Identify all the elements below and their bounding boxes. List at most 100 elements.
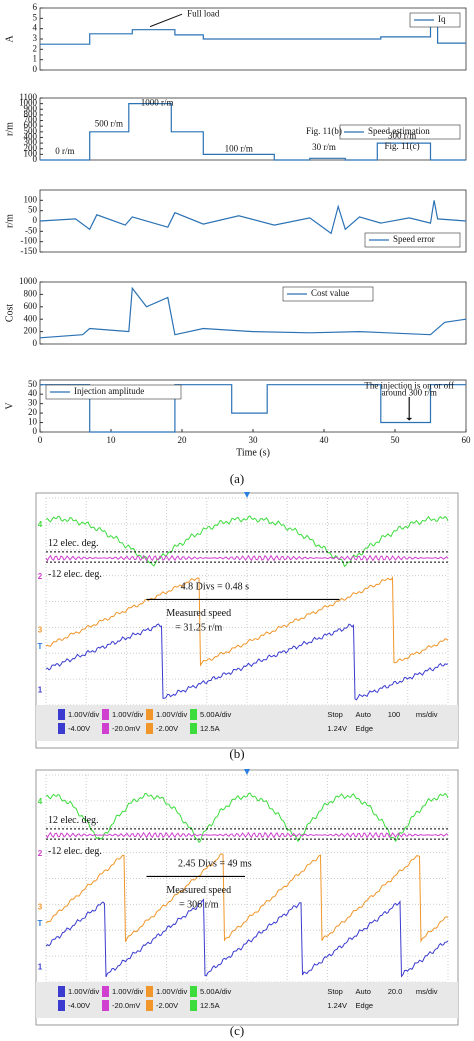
- run-status: 1.24V: [327, 1001, 347, 1010]
- run-status: Edge: [356, 724, 374, 733]
- channel-marker: 2: [38, 849, 43, 858]
- channel-chip: [58, 723, 65, 734]
- data-line: [39, 286, 467, 339]
- trigger-marker: [244, 492, 250, 498]
- x-tick-label: 40: [320, 435, 330, 445]
- legend-label: Cost value: [311, 288, 349, 298]
- scope-annotation: 4.8 Divs = 0.48 s: [181, 581, 250, 592]
- legend-box: [45, 384, 182, 400]
- trigger-marker: [244, 769, 250, 775]
- channel-marker: 4: [38, 797, 43, 806]
- channel-chip: [190, 1000, 197, 1011]
- status-label: -4.00V: [68, 724, 90, 733]
- channel-chip: [190, 723, 197, 734]
- legend-box: [339, 124, 461, 140]
- y-axis-label: A: [4, 35, 15, 43]
- y-tick-label: 0: [33, 215, 38, 225]
- y-tick-label: 800: [24, 109, 38, 119]
- status-label: 1.00V/div: [156, 987, 188, 996]
- y-tick-label: 2: [33, 43, 38, 53]
- y-tick-label: 800: [24, 288, 38, 298]
- caption: (b): [229, 746, 244, 761]
- scope-annotation: = 306 r/m: [179, 900, 219, 911]
- y-tick-label: 700: [24, 115, 38, 125]
- y-tick-label: 600: [24, 301, 38, 311]
- y-tick-label: 900: [24, 103, 38, 113]
- annotation: 500 r/m: [95, 119, 123, 129]
- x-tick-label: 20: [178, 435, 188, 445]
- scope-trace: [45, 831, 449, 839]
- annotation: The injection is on or off: [364, 381, 454, 391]
- y-tick-label: 30: [28, 398, 38, 408]
- scope-trace: [45, 623, 449, 701]
- y-tick-label: 1000: [19, 276, 38, 286]
- scope-annotation: -12 elec. deg.: [48, 846, 102, 857]
- channel-chip: [190, 709, 197, 720]
- channel-marker: 1: [38, 686, 43, 695]
- x-tick-label: 0: [38, 435, 43, 445]
- channel-chip: [146, 1000, 153, 1011]
- y-tick-label: 200: [24, 143, 38, 153]
- arrow: [149, 13, 183, 28]
- plot-frame: [39, 97, 467, 161]
- status-label: 1.00V/div: [112, 987, 144, 996]
- annotation: Full load: [187, 8, 220, 18]
- y-tick-label: -100: [21, 236, 38, 246]
- annotation: 30 r/m: [312, 142, 336, 152]
- status-label: 12.5A: [200, 724, 220, 733]
- legend-label: Speed estimation: [368, 126, 430, 136]
- y-tick-label: 300: [24, 137, 38, 147]
- scope-trace: [45, 792, 449, 844]
- channel-marker: T: [38, 642, 43, 651]
- scope-trace: [45, 576, 449, 667]
- status-label: 1.00V/div: [68, 987, 100, 996]
- y-tick-label: -50: [25, 225, 37, 235]
- status-label: 12.5A: [200, 1001, 220, 1010]
- y-tick-label: 3: [33, 33, 38, 43]
- run-status: ms/div: [416, 987, 438, 996]
- y-tick-label: 1000: [19, 98, 38, 108]
- status-label: 5.00A/div: [200, 710, 232, 719]
- status-label: 1.00V/div: [156, 710, 188, 719]
- x-tick-label: 30: [249, 435, 259, 445]
- y-tick-label: 50: [28, 379, 38, 389]
- y-axis-label: r/m: [4, 214, 15, 228]
- y-tick-label: 600: [24, 120, 38, 130]
- x-tick-label: 50: [391, 435, 401, 445]
- status-label: 1.00V/div: [68, 710, 100, 719]
- run-status: 20.0: [388, 987, 403, 996]
- legend-box: [364, 232, 461, 248]
- run-status: Auto: [356, 710, 371, 719]
- x-tick-label: 60: [462, 435, 472, 445]
- y-tick-label: 0: [33, 426, 38, 436]
- channel-marker: 1: [38, 963, 43, 972]
- channel-marker: T: [38, 919, 43, 928]
- status-label: -20.0mV: [112, 1001, 140, 1010]
- status-label: -4.00V: [68, 1001, 90, 1010]
- scope-screen: 12 elec. deg. -12 elec. deg. 2.45 Divs = 4…: [35, 769, 459, 1038]
- channel-chip: [58, 1000, 65, 1011]
- x-tick-label: 10: [107, 435, 117, 445]
- annotation: 0 r/m: [55, 146, 74, 156]
- channel-chip: [58, 709, 65, 720]
- y-tick-label: 0: [33, 154, 38, 164]
- y-tick-label: 200: [24, 326, 38, 336]
- y-tick-label: 500: [24, 126, 38, 136]
- annotation: Fig. 11(c): [385, 141, 420, 151]
- y-tick-label: 400: [24, 132, 38, 142]
- status-label: -2.00V: [156, 1001, 178, 1010]
- annotation: 1000 r/m: [141, 98, 174, 108]
- y-tick-label: 1100: [19, 92, 37, 102]
- run-status: 100: [388, 710, 401, 719]
- annotation: 300 r/m: [388, 130, 416, 140]
- y-tick-label: 1: [33, 54, 38, 64]
- channel-chip: [58, 986, 65, 997]
- legend-box: [282, 286, 374, 302]
- channel-chip: [102, 1000, 109, 1011]
- data-line: [40, 103, 466, 161]
- legend-label: Iq: [438, 14, 446, 24]
- caption: (a): [230, 471, 244, 486]
- run-status: ms/div: [416, 710, 438, 719]
- data-line: [39, 200, 467, 235]
